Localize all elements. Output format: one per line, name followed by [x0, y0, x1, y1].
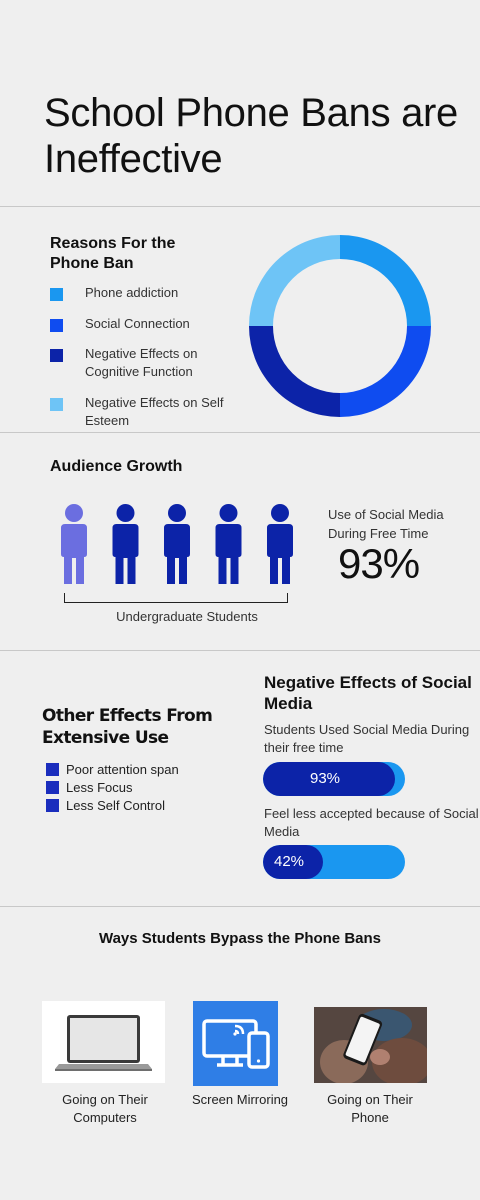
bypass-label: Going on Their Computers: [62, 1092, 148, 1125]
progress-bar-label: 42%: [274, 853, 305, 870]
list-item: Less Self Control: [46, 796, 179, 814]
person-icon: [61, 504, 87, 584]
person-icon: [164, 504, 190, 584]
legend-item: Negative Effects on Cognitive Function: [50, 345, 198, 379]
progress-bar-label: 93%: [310, 770, 341, 787]
bullet-square: [46, 762, 59, 776]
legend-swatch: [50, 349, 63, 362]
reasons-donut-chart: [249, 235, 431, 417]
divider: [0, 432, 480, 433]
bypass-label: Screen Mirroring: [191, 1092, 289, 1107]
progress-bar: 93%: [263, 762, 405, 796]
other-effects-heading: Other Effects From Extensive Use: [42, 706, 213, 748]
group-label: Undergraduate Students: [116, 609, 258, 624]
legend-item: Phone addiction: [50, 284, 178, 301]
person-icon: [267, 504, 293, 584]
legend-swatch: [50, 288, 63, 301]
donut-slice: [340, 235, 431, 326]
stat-value: 93%: [338, 540, 420, 587]
legend-swatch: [50, 319, 63, 332]
bar-caption: Feel less accepted because of Social Med…: [264, 806, 479, 839]
person-icon: [215, 504, 242, 584]
donut-slice: [340, 326, 431, 417]
divider: [0, 906, 480, 907]
legend-label: Negative Effects on Cognitive Function: [85, 346, 198, 379]
bullet-square: [46, 798, 59, 812]
legend-label: Negative Effects on Self Esteem: [85, 395, 224, 428]
negative-effects-heading: Negative Effects of Social Media: [264, 673, 472, 713]
people-icons: [61, 504, 293, 584]
progress-bar-fill: [263, 762, 396, 796]
bullet-square: [46, 780, 59, 794]
group-bracket: [64, 593, 288, 603]
list-item-label: Poor attention span: [66, 761, 179, 777]
progress-bar: 42%: [263, 845, 405, 879]
donut-slice: [249, 235, 340, 326]
legend-item: Social Connection: [50, 315, 190, 332]
page-title: School Phone Bans are Ineffective: [44, 91, 458, 181]
divider: [0, 650, 480, 651]
bar-caption: Students Used Social Media During their …: [264, 722, 470, 755]
bypass-label: Going on Their Phone: [327, 1092, 413, 1125]
other-effects-list: Poor attention span Less Focus Less Self…: [46, 760, 179, 814]
bypass-heading: Ways Students Bypass the Phone Bans: [98, 930, 381, 947]
laptop-icon: [42, 1001, 165, 1083]
divider: [0, 206, 480, 207]
list-item-label: Less Self Control: [66, 797, 165, 813]
legend-label: Social Connection: [85, 316, 190, 331]
legend-label: Phone addiction: [85, 285, 179, 300]
list-item-label: Less Focus: [66, 779, 133, 795]
progress-bar-fill: [263, 845, 323, 879]
reasons-heading: Reasons For the Phone Ban: [50, 235, 176, 272]
legend-item: Negative Effects on Self Esteem: [50, 394, 224, 428]
stat-label: Use of Social Media During Free Time: [328, 507, 444, 541]
screen-mirroring-icon: [193, 1001, 278, 1086]
legend-swatch: [50, 398, 63, 411]
person-icon: [112, 504, 139, 584]
list-item: Less Focus: [46, 778, 179, 796]
list-item: Poor attention span: [46, 760, 179, 778]
donut-slice: [249, 326, 340, 417]
phone-in-hand-image: [314, 1007, 427, 1083]
audience-heading: Audience Growth: [50, 458, 183, 475]
